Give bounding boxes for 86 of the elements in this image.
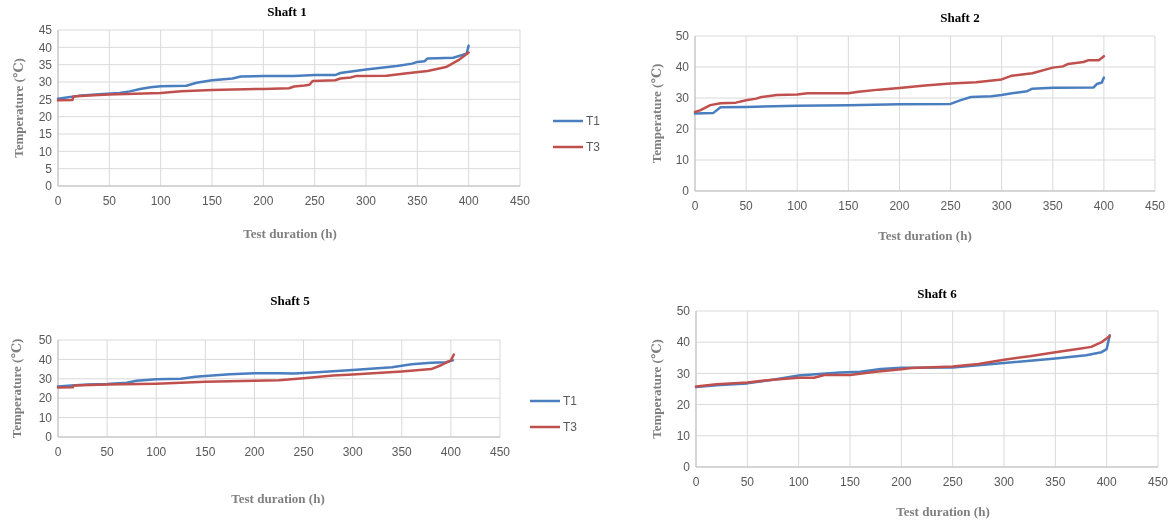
x-tick-label: 400 — [458, 194, 479, 208]
x-tick-label: 250 — [942, 475, 963, 489]
y-tick-label: 20 — [675, 122, 690, 137]
x-tick-label: 300 — [991, 199, 1012, 213]
x-tick-label: 450 — [509, 194, 531, 208]
x-tick-label: 400 — [1093, 199, 1115, 213]
x-tick-label: 450 — [1144, 199, 1166, 213]
x-tick-label: 0 — [54, 445, 62, 459]
x-tick-label: 450 — [489, 445, 511, 459]
x-tick-label: 200 — [889, 199, 910, 213]
x-tick-label: 100 — [787, 199, 808, 213]
x-tick-label: 100 — [150, 194, 171, 208]
y-tick-label: 20 — [38, 109, 53, 124]
x-tick-label: 100 — [788, 475, 809, 489]
y-tick-label: 30 — [38, 75, 53, 90]
x-tick-label: 200 — [244, 445, 265, 459]
chart-title: Shaft 5 — [270, 293, 311, 308]
line-series — [56, 353, 456, 389]
x-tick-label: 200 — [891, 475, 912, 489]
y-tick-label: 50 — [675, 29, 690, 44]
y-axis-title: Temperature (℃) — [648, 339, 664, 439]
x-axis-title: Test duration (h) — [243, 226, 337, 241]
legend-label: T1 — [563, 394, 578, 409]
x-tick-label: 200 — [253, 194, 274, 208]
y-tick-label: 40 — [38, 40, 53, 55]
y-tick-label: 5 — [45, 161, 53, 176]
x-tick-label: 150 — [839, 475, 861, 489]
y-tick-label: 50 — [676, 304, 691, 319]
x-tick-label: 250 — [940, 199, 961, 213]
y-tick-label: 40 — [38, 352, 53, 367]
x-tick-label: 50 — [102, 194, 117, 208]
y-axis-title: Temperature (℃) — [648, 63, 664, 164]
x-tick-label: 50 — [740, 475, 755, 489]
y-tick-label: 10 — [38, 144, 53, 159]
line-series — [693, 76, 1106, 115]
line-series — [56, 51, 470, 102]
chart-title: Shaft 2 — [940, 10, 980, 25]
x-tick-label: 250 — [304, 194, 325, 208]
x-tick-label: 150 — [195, 445, 216, 459]
line-series — [693, 54, 1106, 114]
y-tick-label: 15 — [38, 127, 53, 142]
x-axis-title: Test duration (h) — [231, 491, 325, 506]
chart-title: Shaft 6 — [917, 286, 958, 301]
x-tick-label: 300 — [342, 445, 363, 459]
y-tick-label: 10 — [676, 429, 691, 443]
y-tick-label: 20 — [676, 397, 691, 412]
x-tick-label: 350 — [1042, 199, 1064, 213]
x-tick-label: 50 — [739, 199, 754, 213]
x-tick-label: 100 — [146, 445, 167, 459]
y-tick-label: 10 — [38, 410, 53, 425]
x-tick-label: 0 — [692, 475, 700, 489]
y-tick-label: 30 — [38, 372, 53, 386]
legend-label: T1 — [586, 114, 601, 129]
x-tick-label: 350 — [391, 445, 413, 459]
legend-label: T3 — [563, 420, 578, 435]
x-axis-title: Test duration (h) — [896, 504, 990, 519]
x-axis-title: Test duration (h) — [878, 228, 972, 243]
y-tick-label: 50 — [38, 333, 53, 348]
x-tick-label: 400 — [440, 445, 462, 459]
x-tick-label: 300 — [355, 194, 377, 208]
y-tick-label: 30 — [676, 366, 691, 381]
y-tick-label: 40 — [675, 60, 690, 75]
y-tick-label: 10 — [675, 153, 690, 168]
y-axis-title: Temperature (℃) — [10, 58, 26, 158]
legend-label: T3 — [586, 140, 601, 155]
y-tick-label: 0 — [45, 430, 53, 445]
x-tick-label: 300 — [993, 475, 1015, 489]
chart-title: Shaft 1 — [267, 4, 307, 19]
y-tick-label: 45 — [38, 23, 53, 38]
y-tick-label: 0 — [683, 460, 691, 475]
x-tick-label: 0 — [54, 194, 62, 208]
y-tick-label: 25 — [38, 92, 53, 107]
y-tick-label: 0 — [45, 179, 53, 194]
x-tick-label: 350 — [407, 194, 428, 208]
x-tick-label: 350 — [1045, 475, 1066, 489]
x-tick-label: 150 — [201, 194, 223, 208]
y-tick-label: 30 — [675, 91, 690, 106]
y-axis-title: Temperature (℃) — [8, 338, 24, 439]
x-tick-label: 50 — [100, 445, 115, 459]
x-tick-label: 450 — [1147, 475, 1169, 489]
x-tick-label: 400 — [1096, 475, 1117, 489]
y-tick-label: 35 — [38, 57, 53, 72]
x-tick-label: 150 — [838, 199, 859, 213]
y-tick-label: 20 — [38, 391, 53, 406]
y-tick-label: 40 — [676, 335, 691, 350]
x-tick-label: 250 — [293, 445, 314, 459]
